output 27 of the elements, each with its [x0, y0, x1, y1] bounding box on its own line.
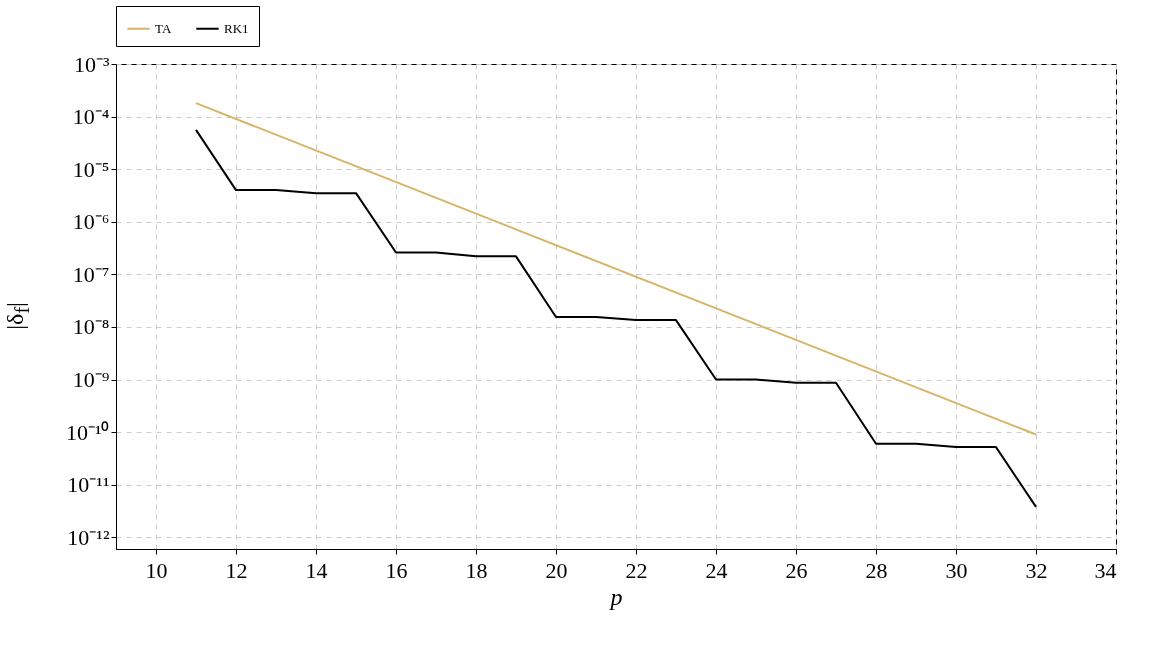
legend-label: RK1: [224, 20, 249, 36]
x-tick-label: 20: [545, 557, 568, 583]
x-tick-label: 34: [1094, 557, 1117, 583]
y-tick-label: 10⁻⁸: [72, 314, 110, 340]
x-tick-label: 28: [865, 557, 888, 583]
y-tick-label: 10⁻⁷: [72, 261, 110, 287]
y-tick-label: 10⁻⁹: [72, 367, 110, 393]
x-tick-label: 30: [945, 557, 968, 583]
x-tick-label: 12: [225, 557, 248, 583]
x-axis-title: p: [608, 583, 623, 610]
y-tick-label: 10⁻¹¹: [67, 472, 110, 498]
x-tick-label: 18: [465, 557, 488, 583]
line-series: [195, 128, 1037, 508]
x-tick-label: 26: [785, 557, 808, 583]
y-tick-label: 10⁻⁴: [72, 104, 110, 130]
y-tick-label: 10⁻⁶: [72, 209, 110, 235]
y-tick-label: 10⁻¹²: [67, 524, 110, 550]
x-tick-label: 10: [145, 557, 168, 583]
x-tick-label: 22: [625, 557, 648, 583]
y-tick-label: 10⁻⁵: [72, 156, 110, 182]
x-tick-label: 24: [705, 557, 728, 583]
x-tick-label: 14: [305, 557, 328, 583]
x-tick-label: 32: [1025, 557, 1048, 583]
legend-label: TA: [155, 20, 172, 36]
y-tick-label: 10⁻¹⁰: [65, 419, 110, 445]
x-tick-label: 16: [385, 557, 408, 583]
y-tick-label: 10⁻³: [73, 51, 110, 77]
